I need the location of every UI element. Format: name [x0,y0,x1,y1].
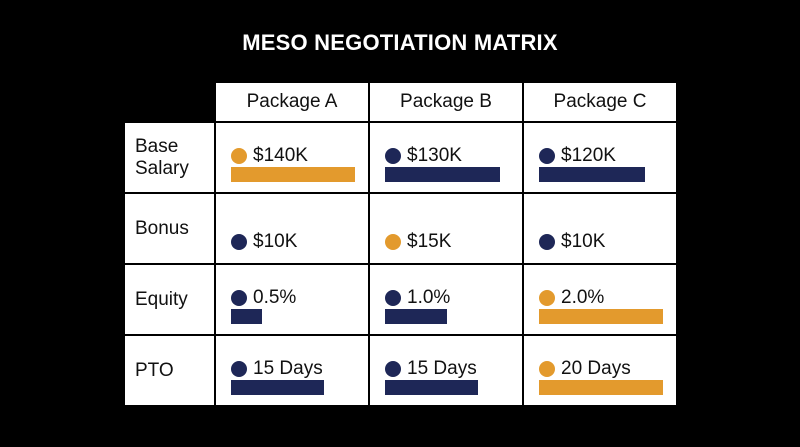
dot [231,361,247,377]
bar [385,380,478,395]
bar [231,167,355,182]
cell-content: $140K [216,123,368,192]
dot [385,148,401,164]
bar [231,309,262,324]
table-row: Base Salary $140K $130K $120K [123,121,678,194]
cell: $130K [368,121,524,194]
cell-content: 1.0% [370,265,522,334]
bar [539,380,663,395]
value-label: 0.5% [253,287,297,308]
column-header: Package C [522,81,678,123]
table-row: Equity 0.5% 1.0% 2.0% [123,263,678,336]
dot [539,148,555,164]
value-label: $15K [407,231,452,252]
corner [123,81,216,123]
column-header: Package B [368,81,524,123]
dot [231,234,247,250]
best-dot [231,148,247,164]
row-label: Equity [123,263,216,336]
cell-content: 20 Days [524,336,676,405]
best-dot [539,290,555,306]
cell: 1.0% [368,263,524,336]
value-label: 1.0% [407,287,451,308]
column-header: Package A [214,81,370,123]
value-label: $140K [253,145,308,166]
bar [385,309,447,324]
cell: $10K [214,192,370,265]
cell-content: $10K [216,194,368,263]
value-label: $10K [253,231,298,252]
table-row: Bonus $10K $15K $10K [123,192,678,265]
cell-content: $130K [370,123,522,192]
cell: $10K [522,192,678,265]
bar [385,167,501,182]
cell-content: $120K [524,123,676,192]
best-dot [385,234,401,250]
value-label: 15 Days [407,358,477,379]
bar [539,167,646,182]
cell-content: $15K [370,194,522,263]
cell: 0.5% [214,263,370,336]
cell-content: 15 Days [370,336,522,405]
cell-content: 15 Days [216,336,368,405]
row-label: PTO [123,334,216,407]
bar [539,309,663,324]
cell: 2.0% [522,263,678,336]
cell: $120K [522,121,678,194]
dot [231,290,247,306]
cell-content: 2.0% [524,265,676,334]
cell: 15 Days [214,334,370,407]
table-row: PTO 15 Days 15 Days 20 Days [123,334,678,407]
title: MESO NEGOTIATION MATRIX [242,30,558,55]
value-label: 2.0% [561,287,605,308]
cell-content: 0.5% [216,265,368,334]
value-label: $120K [561,145,616,166]
row-label: Bonus [123,192,216,265]
cell: $15K [368,192,524,265]
table-body: Base Salary $140K $130K $120K Bonus $10K $15K $… [123,121,678,407]
matrix-table: Package A Package B Package C Base Salary $… [123,81,678,407]
bar [231,380,324,395]
value-label: 20 Days [561,358,631,379]
cell-content: $10K [524,194,676,263]
cell: 20 Days [522,334,678,407]
header-row: Package A Package B Package C [123,81,678,123]
dot [539,234,555,250]
value-label: $10K [561,231,606,252]
value-label: $130K [407,145,462,166]
row-label: Base Salary [123,121,216,194]
value-label: 15 Days [253,358,323,379]
dot [385,290,401,306]
dot [385,361,401,377]
best-dot [539,361,555,377]
cell: $140K [214,121,370,194]
cell: 15 Days [368,334,524,407]
